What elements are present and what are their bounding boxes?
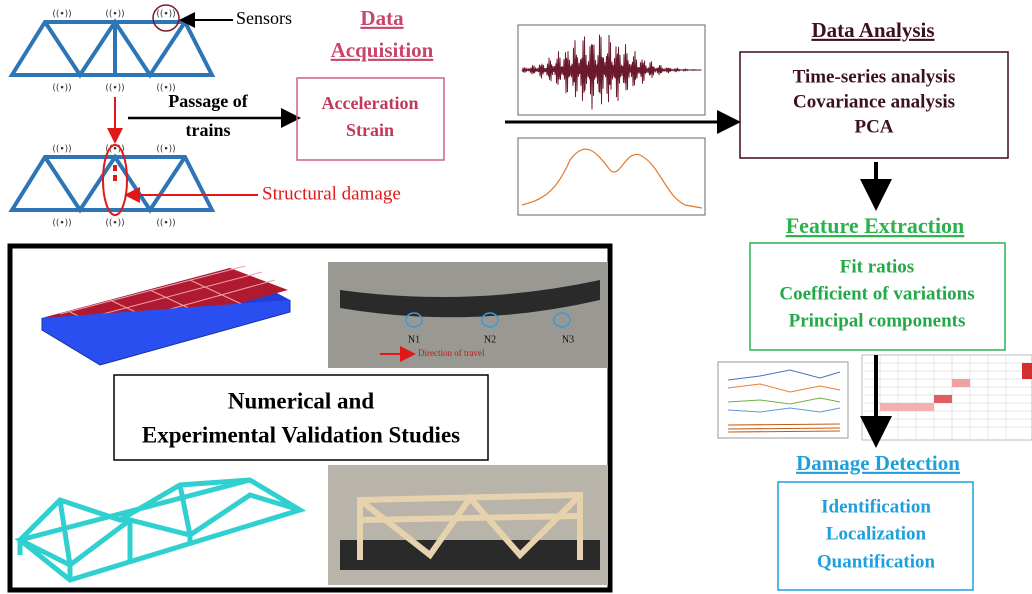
acquisition-box xyxy=(297,78,444,160)
analysis-title: Data Analysis xyxy=(811,18,934,42)
sensors-label: Sensors xyxy=(236,8,292,28)
truss-bottom xyxy=(12,157,212,210)
svg-text:((•)): ((•)) xyxy=(105,219,124,229)
features-title: Feature Extraction xyxy=(786,213,965,238)
feature-table xyxy=(862,355,1032,440)
node-label: N1 xyxy=(408,334,420,345)
analysis-item: Time-series analysis xyxy=(793,66,956,87)
svg-text:((•)): ((•)) xyxy=(105,84,124,94)
validation-title: Experimental Validation Studies xyxy=(142,422,460,447)
truss-top xyxy=(12,22,212,75)
features-item: Coefficient of variations xyxy=(779,283,974,304)
passage-label: trains xyxy=(186,120,231,140)
node-label: N3 xyxy=(562,334,574,345)
svg-text:((•)): ((•)) xyxy=(52,10,71,20)
acquisition-title: Data xyxy=(360,6,404,30)
acquisition-item: Strain xyxy=(346,120,394,140)
detection-item: Localization xyxy=(826,523,927,544)
svg-text:((•)): ((•)) xyxy=(52,84,71,94)
analysis-item: PCA xyxy=(854,116,893,137)
damage-label: Structural damage xyxy=(262,183,401,204)
detection-item: Identification xyxy=(821,496,931,517)
analysis-item: Covariance analysis xyxy=(793,91,955,112)
diagram: ((•)) ((•)) ((•)) ((•)) ((•)) ((•)) ((•)) ((•… xyxy=(0,0,1032,594)
passage-label: Passage of xyxy=(168,91,248,111)
svg-text:((•)): ((•)) xyxy=(105,10,124,20)
acquisition-item: Acceleration xyxy=(322,93,419,113)
svg-text:((•)): ((•)) xyxy=(156,145,175,155)
detection-title: Damage Detection xyxy=(796,451,960,475)
features-item: Principal components xyxy=(789,310,966,331)
features-item: Fit ratios xyxy=(840,256,914,277)
node-label: N2 xyxy=(484,334,496,345)
direction-label: Direction of travel xyxy=(418,348,485,358)
validation-title: Numerical and xyxy=(228,388,375,413)
truss-base xyxy=(340,540,600,570)
svg-text:((•)): ((•)) xyxy=(156,219,175,229)
acquisition-title: Acquisition xyxy=(331,38,434,62)
svg-text:((•)): ((•)) xyxy=(52,219,71,229)
svg-text:((•)): ((•)) xyxy=(156,10,175,20)
detection-item: Quantification xyxy=(817,551,936,572)
svg-text:((•)): ((•)) xyxy=(52,145,71,155)
signal-plot xyxy=(518,138,705,215)
